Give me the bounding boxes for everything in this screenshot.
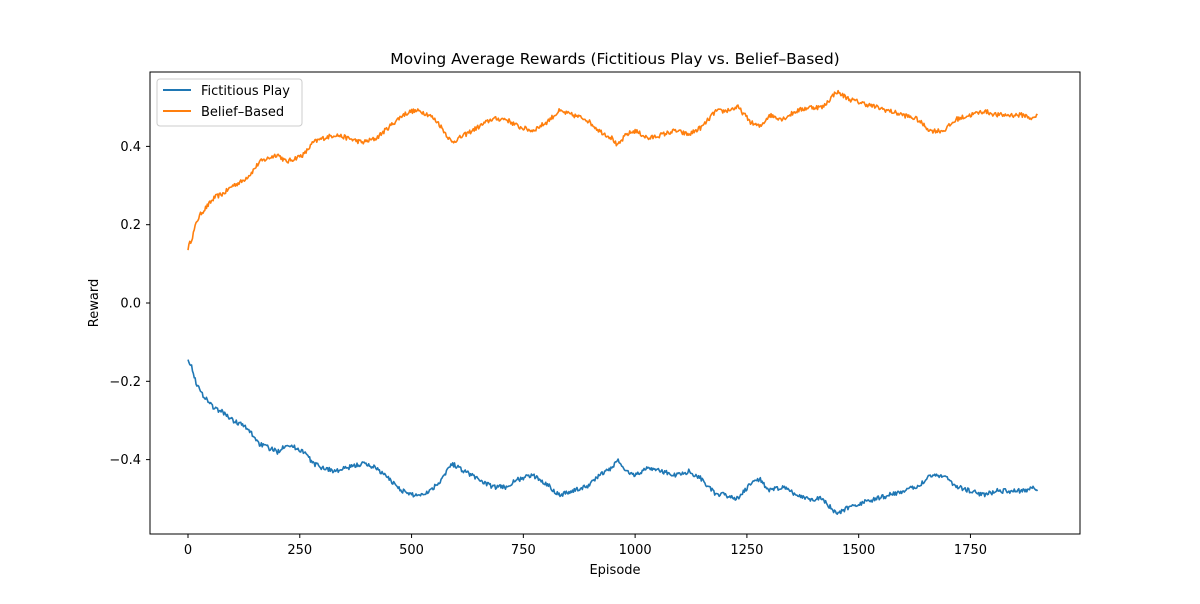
legend: Fictitious Play Belief–Based bbox=[156, 78, 303, 127]
series-line-fictitious-play bbox=[187, 359, 1039, 515]
y-axis: −0.4 −0.2 0.0 0.2 0.4 bbox=[109, 140, 150, 468]
x-tick-label: 0 bbox=[184, 543, 192, 558]
x-tick-label: 750 bbox=[511, 543, 536, 558]
y-tick-label: 0.2 bbox=[120, 218, 141, 233]
x-axis: 0 250 500 750 1000 1250 1500 1750 bbox=[184, 534, 987, 558]
x-tick-label: 250 bbox=[287, 543, 312, 558]
legend-label-belief-based: Belief–Based bbox=[201, 105, 284, 120]
y-tick-label: 0.4 bbox=[120, 140, 141, 155]
x-tick-label: 1000 bbox=[619, 543, 652, 558]
y-tick-label: −0.2 bbox=[109, 375, 141, 390]
y-axis-label: Reward bbox=[87, 279, 102, 327]
x-tick-label: 500 bbox=[399, 543, 424, 558]
y-tick-label: −0.4 bbox=[109, 453, 141, 468]
legend-box bbox=[156, 78, 303, 127]
chart-title: Moving Average Rewards (Fictitious Play … bbox=[390, 50, 839, 68]
x-tick-label: 1250 bbox=[730, 543, 763, 558]
x-axis-label: Episode bbox=[589, 563, 640, 578]
series-layer bbox=[187, 89, 1039, 515]
x-tick-label: 1750 bbox=[954, 543, 987, 558]
legend-label-fictitious-play: Fictitious Play bbox=[201, 84, 290, 99]
y-tick-label: 0.0 bbox=[120, 297, 141, 312]
series-line-belief-based bbox=[187, 89, 1038, 251]
x-tick-label: 1500 bbox=[842, 543, 875, 558]
